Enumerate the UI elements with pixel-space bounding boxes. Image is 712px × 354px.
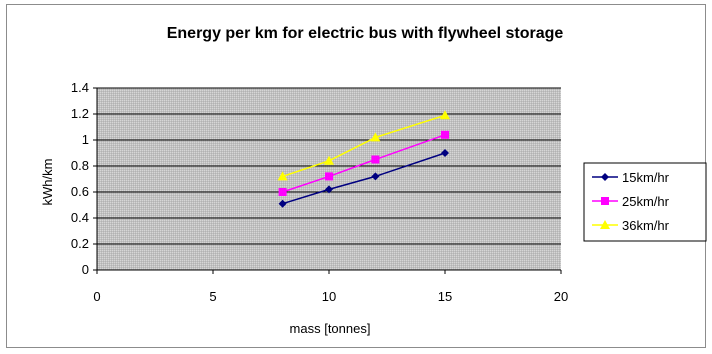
legend-swatch-marker <box>601 197 609 205</box>
series-line <box>282 134 446 193</box>
data-point <box>370 132 381 142</box>
y-tick-label: 0.4 <box>71 210 89 225</box>
data-point <box>440 110 450 120</box>
axes <box>93 87 562 274</box>
y-tick-label: 0.6 <box>71 184 89 199</box>
series-0 <box>278 149 449 208</box>
y-tick-label: 0 <box>82 262 89 277</box>
data-point <box>278 188 287 196</box>
data-point <box>441 130 449 139</box>
data-point <box>371 172 380 181</box>
legend-item: 36km/hr <box>592 218 670 233</box>
legend-item: 15km/hr <box>592 170 670 185</box>
data-point <box>371 155 380 164</box>
data-point <box>325 185 333 194</box>
y-tick-label: 0.2 <box>71 236 89 251</box>
y-tick-label: 1 <box>82 132 89 147</box>
data-point <box>441 149 449 157</box>
legend-swatch-marker <box>600 220 610 229</box>
series-2 <box>277 110 450 181</box>
data-point <box>278 199 287 208</box>
legend-label: 15km/hr <box>622 170 670 185</box>
legend-item: 25km/hr <box>592 194 670 209</box>
data-point <box>277 171 288 181</box>
x-tick-label: 0 <box>93 289 100 304</box>
y-tick-label: 1.4 <box>71 80 89 95</box>
series-line <box>282 152 446 205</box>
chart-title: Energy per km for electric bus with flyw… <box>167 25 564 42</box>
y-axis-title: kWh/km <box>40 159 55 206</box>
x-axis-title: mass [tonnes] <box>290 321 371 336</box>
x-tick-label: 20 <box>554 289 568 304</box>
y-tick-label: 1.2 <box>71 106 89 121</box>
series-group <box>277 110 450 208</box>
legend-swatch-marker <box>601 173 609 181</box>
y-tick-label: 0.8 <box>71 158 89 173</box>
series-1 <box>278 130 449 196</box>
data-point <box>325 172 333 181</box>
legend: 15km/hr 25km/hr 36km/hr <box>583 162 707 242</box>
legend-label: 36km/hr <box>622 218 670 233</box>
data-point <box>324 155 334 165</box>
legend-label: 25km/hr <box>622 194 670 209</box>
x-tick-label: 10 <box>322 289 336 304</box>
x-tick-label: 15 <box>438 289 452 304</box>
tick-labels: 0 0.2 0.4 0.6 0.8 1 1.2 1.4 0 5 10 15 20 <box>71 80 568 304</box>
series-line <box>282 114 446 178</box>
x-tick-label: 5 <box>209 289 216 304</box>
